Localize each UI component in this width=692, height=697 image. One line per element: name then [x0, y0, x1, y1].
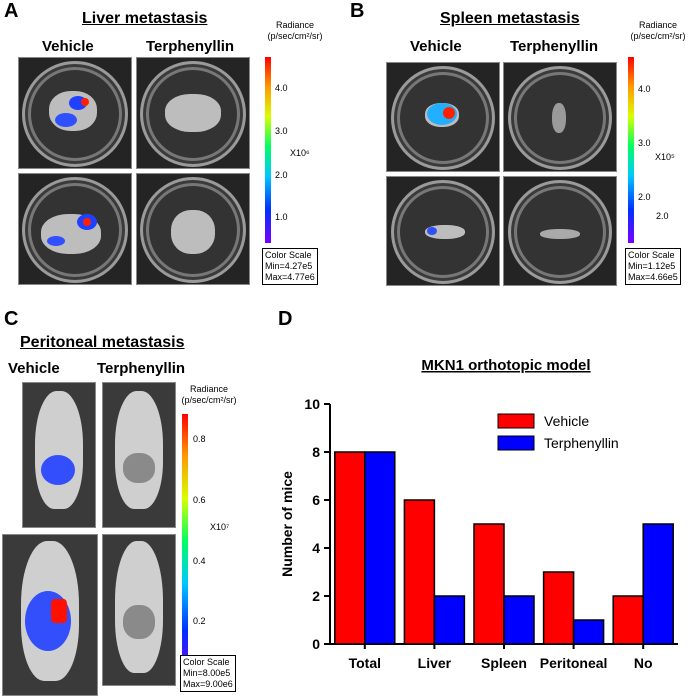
panel-b-scale-title: Color Scale [628, 250, 675, 260]
panel-b-exponent: X10⁵ [655, 152, 675, 162]
panel-c-scale-max: Max=9.00e6 [183, 679, 233, 689]
panel-b-scale-min: Min=1.12e5 [628, 261, 676, 271]
panel-c-image-terphenyllin-1 [102, 382, 176, 528]
panel-b-title: Spleen metastasis [440, 10, 580, 27]
panel-b-tick-2: 3.0 [638, 138, 651, 148]
bar-terphenyllin-liver [433, 595, 466, 645]
panel-a-tick-1: 4.0 [275, 83, 288, 93]
panel-b-colorbar [628, 57, 634, 243]
panel-c-tick-3: 0.4 [193, 556, 206, 566]
panel-c-scale-min: Min=8.00e5 [183, 668, 231, 678]
panel-b-col-vehicle: Vehicle [410, 38, 462, 55]
panel-a-color-scale-box: Color Scale Min=4.27e5 Max=4.77e6 [262, 248, 318, 285]
bar-vehicle-total [334, 451, 366, 645]
panel-b-scale-max: Max=4.66e5 [628, 272, 678, 282]
panel-a-image-vehicle-1 [18, 57, 132, 169]
bar-vehicle-spleen [473, 523, 505, 645]
panel-b-image-terphenyllin-1 [503, 62, 617, 172]
y-tick-label: 10 [304, 396, 320, 412]
panel-letter-c: C [4, 308, 19, 330]
legend-label-terphenyllin: Terphenyllin [544, 435, 619, 451]
panel-c-title: Peritoneal metastasis [20, 334, 185, 351]
panel-b-radiance-title: Radiance [638, 20, 678, 30]
bar-vehicle-peritoneal [542, 571, 575, 645]
panel-a-exponent: X10⁶ [290, 148, 310, 158]
panel-a-image-terphenyllin-1 [136, 57, 250, 169]
y-axis-label: Number of mice [279, 471, 295, 577]
panel-a-radiance-title: Radiance [275, 20, 315, 30]
panel-b-tick-3: 2.0 [638, 192, 651, 202]
panel-b-image-terphenyllin-2 [503, 176, 617, 286]
panel-b-color-scale-box: Color Scale Min=1.12e5 Max=4.66e5 [625, 248, 681, 285]
y-tick-label: 4 [312, 540, 320, 556]
bar-chart: MKN1 orthotopic model 0 2 4 6 8 10 Number of mi… [279, 357, 678, 671]
panel-a-col-vehicle: Vehicle [42, 38, 94, 55]
legend-swatch-vehicle [497, 413, 535, 429]
panel-a-scale-title: Color Scale [265, 250, 312, 260]
panel-letter-a: A [4, 0, 19, 22]
panel-c-tick-1: 0.8 [193, 434, 206, 444]
panel-b-tick-4: 2.0 [656, 211, 669, 221]
panel-a-tick-2: 3.0 [275, 126, 288, 136]
panel-a-colorbar [265, 57, 271, 243]
panel-c-col-vehicle: Vehicle [8, 360, 60, 377]
panel-c-image-vehicle-1 [22, 382, 96, 528]
bar-vehicle-liver [403, 499, 436, 645]
panel-b-tick-1: 4.0 [638, 84, 651, 94]
panel-a-scale-min: Min=4.27e5 [265, 261, 313, 271]
panel-c-colorbar [182, 414, 188, 678]
panel-c-col-terphenyllin: Terphenyllin [97, 360, 186, 377]
panel-a-scale-max: Max=4.77e6 [265, 272, 315, 282]
panel-b-radiance-units: (p/sec/cm²/sr) [630, 31, 686, 41]
y-tick-label: 8 [312, 444, 320, 460]
x-tick-label: Liver [418, 655, 452, 671]
bar-vehicle-no [612, 595, 644, 645]
bar-terphenyllin-spleen [503, 595, 535, 645]
panel-c-image-vehicle-2 [2, 534, 98, 696]
panel-letter-d: D [278, 308, 293, 330]
x-tick-label: Peritoneal [540, 655, 608, 671]
panel-a-image-terphenyllin-2 [136, 173, 250, 285]
panel-c-color-scale-box: Color Scale Min=8.00e5 Max=9.00e6 [180, 655, 236, 692]
panel-b-image-vehicle-2 [386, 176, 500, 286]
y-tick-label: 0 [312, 636, 320, 652]
panel-c-tick-2: 0.6 [193, 495, 206, 505]
panel-b-col-terphenyllin: Terphenyllin [510, 38, 599, 55]
bar-terphenyllin-peritoneal [572, 619, 605, 645]
panel-a-tick-3: 2.0 [275, 170, 288, 180]
panel-c-radiance-units: (p/sec/cm²/sr) [181, 395, 237, 405]
panel-a-col-terphenyllin: Terphenyllin [146, 38, 235, 55]
panel-c-exponent: X10⁷ [210, 522, 230, 532]
panel-b-image-vehicle-1 [386, 62, 500, 172]
y-tick-label: 2 [312, 588, 320, 604]
panel-c-tick-4: 0.2 [193, 616, 206, 626]
panel-a-tick-4: 1.0 [275, 212, 288, 222]
panel-letter-b: B [350, 0, 365, 22]
legend-label-vehicle: Vehicle [544, 413, 589, 429]
x-tick-label: No [634, 655, 653, 671]
panel-a-title: Liver metastasis [82, 10, 208, 27]
y-tick-label: 6 [312, 492, 320, 508]
panel-c-scale-title: Color Scale [183, 657, 230, 667]
panel-a-image-vehicle-2 [18, 173, 132, 285]
bar-terphenyllin-no [642, 523, 674, 645]
chart-title: MKN1 orthotopic model [421, 357, 590, 374]
legend-swatch-terphenyllin [497, 435, 535, 451]
panel-a-radiance-units: (p/sec/cm²/sr) [267, 31, 323, 41]
panel-c-radiance-title: Radiance [189, 384, 229, 394]
panel-c-image-terphenyllin-2 [102, 534, 176, 686]
x-tick-label: Spleen [481, 655, 527, 671]
x-tick-label: Total [349, 655, 381, 671]
bar-terphenyllin-total [364, 451, 396, 645]
